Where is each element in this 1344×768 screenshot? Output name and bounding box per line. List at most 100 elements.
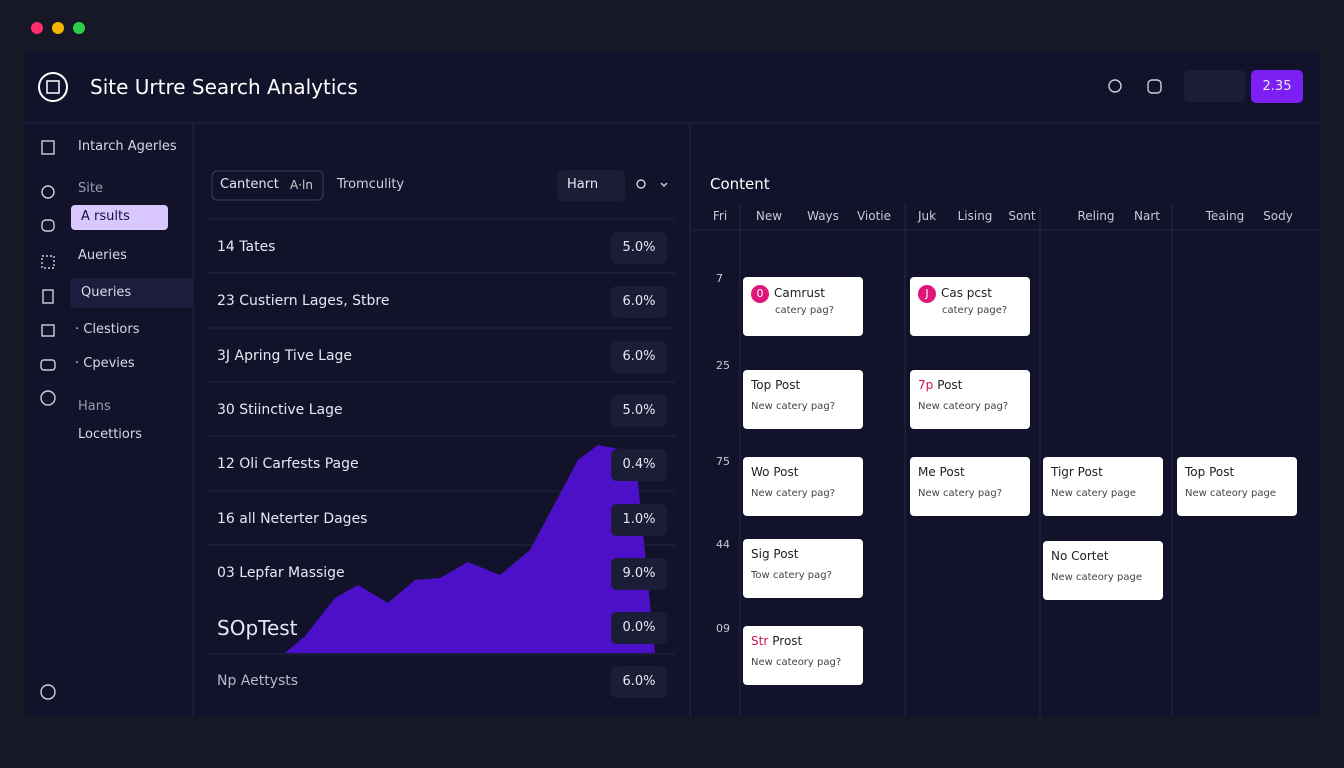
card-title-text: Top Post — [751, 378, 801, 392]
column-header: Lising — [957, 209, 993, 223]
card-badge: J — [918, 285, 936, 303]
column-header: Fri — [712, 209, 728, 223]
row-label: Np Aettysts — [217, 673, 299, 690]
calendar-card[interactable]: Sig Post Tow catery pag? — [743, 539, 863, 598]
calendar-card[interactable]: 7p Post New cateory pag? — [910, 370, 1030, 429]
column-header: Juk — [917, 209, 937, 223]
card-title-text: Prost — [772, 634, 803, 648]
card-title-text: Me Post — [918, 465, 965, 479]
card-accent: Str — [751, 634, 769, 648]
card-subtitle: New cateory pag? — [918, 401, 1009, 412]
sidebar-item[interactable]: Hans — [78, 399, 111, 414]
column-header: Reling — [1077, 209, 1115, 223]
row-label: 23 Custiern Lages, Stbre — [217, 293, 390, 310]
sidebar-item[interactable]: A rsults — [81, 209, 130, 224]
row-value: 6.0% — [611, 340, 667, 373]
card-subtitle: New catery pag? — [751, 401, 836, 412]
column-header: Ways — [807, 209, 839, 223]
column-header: Nart — [1134, 209, 1160, 223]
card-title: Str Prost — [751, 634, 855, 648]
row-number: 75 — [716, 455, 730, 468]
calendar-card[interactable]: Top Post New cateory page — [1177, 457, 1297, 516]
card-title-text: Post — [937, 378, 963, 392]
card-title-text: Top Post — [1185, 465, 1235, 479]
card-subtitle: Tow catery pag? — [751, 570, 832, 581]
card-title-text: Cas pcst — [941, 286, 992, 300]
app-title: Site Urtre Search Analytics — [90, 75, 358, 99]
card-subtitle: New cateory page — [1051, 572, 1142, 583]
card-title: Top Post — [1185, 465, 1289, 479]
dropdown[interactable]: Harn — [567, 177, 599, 192]
row-value: 5.0% — [611, 232, 667, 264]
card-title: Me Post — [918, 465, 1022, 479]
card-subtitle: New cateory page — [1185, 488, 1276, 499]
column-header: Sont — [1008, 209, 1036, 223]
header-button[interactable]: 2.35 — [1262, 79, 1292, 94]
card-subtitle: New catery pag? — [918, 488, 1003, 499]
card-title: Tigr Post — [1051, 465, 1155, 479]
row-label: 3J Apring Tive Lage — [217, 347, 353, 364]
calendar-card[interactable]: No Cortet New cateory page — [1043, 541, 1163, 600]
card-subtitle: catery page? — [942, 305, 1008, 316]
card-title: 7p Post — [918, 378, 1022, 392]
card-subtitle: New catery pag? — [751, 488, 836, 499]
row-value: 9.0% — [611, 557, 667, 590]
row-value: 0.0% — [611, 612, 667, 645]
row-label: 16 all Neterter Dages — [217, 510, 368, 527]
row-label: 03 Lepfar Massige — [217, 564, 345, 581]
column-header: Sody — [1263, 209, 1293, 223]
card-title: No Cortet — [1051, 549, 1155, 563]
sidebar-item[interactable]: Intarch Agerles — [78, 139, 177, 154]
card-accent: 7p — [918, 378, 934, 392]
row-value: 6.0% — [611, 666, 667, 699]
row-value: 6.0% — [611, 286, 667, 319]
column-header: Teaing — [1205, 209, 1245, 223]
card-subtitle: New cateory pag? — [751, 657, 842, 668]
card-title: Wo Post — [751, 465, 855, 479]
calendar-card[interactable]: J Cas pcst catery page? — [910, 277, 1030, 336]
row-value: 0.4% — [611, 449, 667, 482]
calendar-card[interactable]: Top Post New catery pag? — [743, 370, 863, 429]
row-number: 44 — [716, 538, 730, 551]
card-title-text: Camrust — [774, 286, 825, 300]
sidebar-item[interactable]: · Clestiors — [75, 322, 140, 337]
tab-tag: A·ln — [290, 178, 313, 192]
card-title: Sig Post — [751, 547, 855, 561]
card-title: Top Post — [751, 378, 855, 392]
sidebar-item[interactable]: Queries — [81, 285, 132, 300]
card-subtitle: New catery page — [1051, 488, 1136, 499]
row-label: 12 Oli Carfests Page — [217, 456, 359, 473]
calendar-card[interactable]: Str Prost New cateory pag? — [743, 626, 863, 685]
card-title-text: No Cortet — [1051, 549, 1109, 563]
card-title-text: Wo Post — [751, 465, 799, 479]
calendar-card[interactable]: Tigr Post New catery page — [1043, 457, 1163, 516]
row-label: SOpTest — [217, 616, 298, 641]
card-subtitle: catery pag? — [775, 305, 835, 316]
row-number: 09 — [716, 622, 730, 635]
card-title: 0 Camrust — [751, 285, 855, 303]
row-value: 1.0% — [611, 503, 667, 536]
calendar-card[interactable]: Wo Post New catery pag? — [743, 457, 863, 516]
card-title-text: Tigr Post — [1051, 465, 1103, 479]
row-number: 25 — [716, 359, 730, 372]
tab[interactable]: Tromculity — [337, 177, 405, 192]
row-label: 14 Tates — [217, 239, 276, 255]
card-title-text: Sig Post — [751, 547, 799, 561]
column-header: New — [755, 209, 783, 223]
calendar-card[interactable]: 0 Camrust catery pag? — [743, 277, 863, 336]
sidebar-item[interactable]: Site — [78, 181, 103, 196]
calendar-card[interactable]: Me Post New catery pag? — [910, 457, 1030, 516]
tab-active[interactable]: Cantenct — [220, 177, 279, 192]
card-badge: 0 — [751, 285, 769, 303]
row-label: 30 Stiinctive Lage — [217, 401, 343, 418]
row-value: 5.0% — [611, 394, 667, 427]
sidebar-item[interactable]: Locettiors — [78, 427, 142, 442]
app-window — [25, 50, 1319, 717]
sidebar-item[interactable]: Aueries — [78, 248, 127, 263]
card-title: J Cas pcst — [918, 285, 1022, 303]
column-header: Viotie — [856, 209, 892, 223]
sidebar-item[interactable]: · Cpevies — [75, 356, 135, 371]
